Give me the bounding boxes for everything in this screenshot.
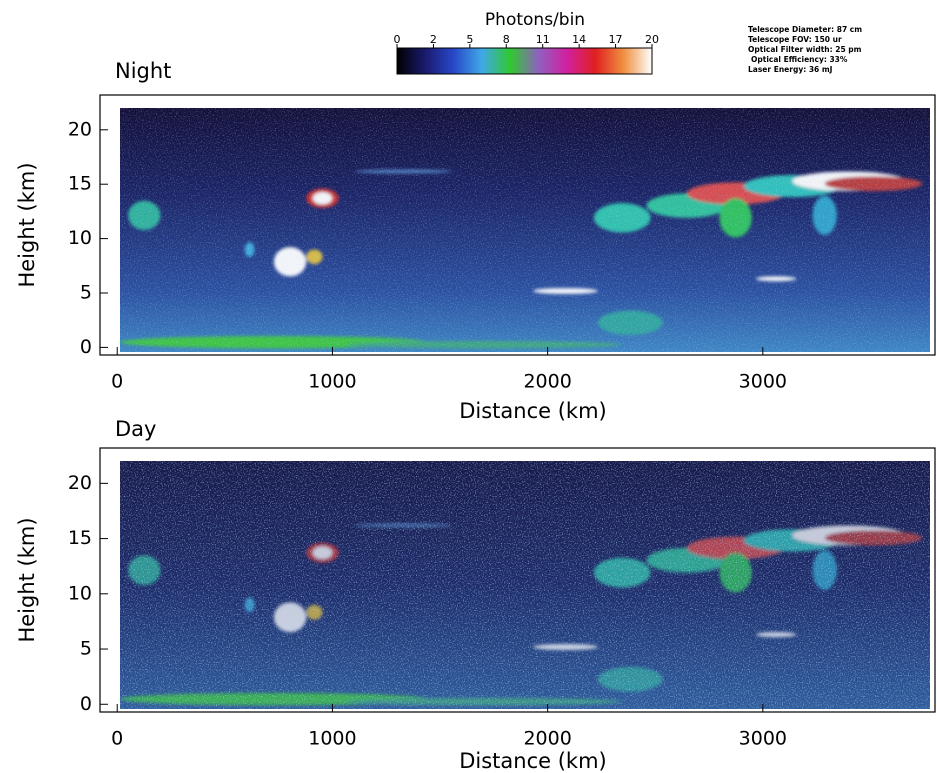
colorbar-tick-label: 20 [645, 33, 659, 46]
colorbar-title: Photons/bin [485, 10, 585, 30]
y-tick-label: 0 [80, 336, 92, 358]
x-axis-label: Distance (km) [459, 399, 607, 423]
y-tick-label: 10 [68, 227, 92, 249]
instrument-note: Laser Energy: 36 mJ [748, 65, 833, 74]
x-tick-label: 1000 [308, 728, 356, 750]
plot-frame [99, 94, 936, 356]
colorbar-tick-label: 14 [572, 33, 586, 46]
instrument-note: Optical Filter width: 25 pm [748, 45, 862, 54]
plot-frame [99, 447, 936, 713]
colorbar [396, 47, 653, 75]
panel-title: Night [115, 59, 171, 83]
x-tick-label: 1000 [308, 371, 356, 393]
y-tick-label: 20 [68, 118, 92, 140]
x-tick-label: 2000 [523, 728, 571, 750]
x-tick-label: 0 [111, 371, 123, 393]
x-tick-label: 2000 [523, 371, 571, 393]
y-tick-label: 5 [80, 281, 92, 303]
x-tick-label: 3000 [739, 728, 787, 750]
instrument-note: Optical Efficiency: 33% [751, 55, 848, 64]
heatmap [120, 461, 930, 709]
x-tick-label: 3000 [739, 371, 787, 393]
y-tick-label: 15 [68, 173, 92, 195]
colorbar-tick-label: 0 [394, 33, 401, 46]
y-tick-label: 20 [68, 472, 92, 494]
instrument-note: Telescope Diameter: 87 cm [748, 25, 862, 34]
noise [120, 461, 930, 709]
x-tick-label: 0 [111, 728, 123, 750]
colorbar-tick-label: 17 [609, 33, 623, 46]
x-axis-label: Distance (km) [459, 749, 607, 773]
y-axis-label: Height (km) [15, 517, 39, 642]
instrument-note: Telescope FOV: 150 ur [748, 35, 842, 44]
y-tick-label: 5 [80, 638, 92, 660]
panel-title: Day [115, 417, 156, 441]
colorbar-tick-label: 2 [430, 33, 437, 46]
y-tick-label: 0 [80, 693, 92, 715]
y-axis-label: Height (km) [15, 162, 39, 287]
colorbar-tick-label: 11 [536, 33, 550, 46]
y-tick-label: 15 [68, 527, 92, 549]
heatmap [120, 108, 930, 352]
noise [120, 108, 930, 352]
colorbar-tick-label: 5 [466, 33, 473, 46]
colorbar-tick-label: 8 [503, 33, 510, 46]
y-tick-label: 10 [68, 582, 92, 604]
